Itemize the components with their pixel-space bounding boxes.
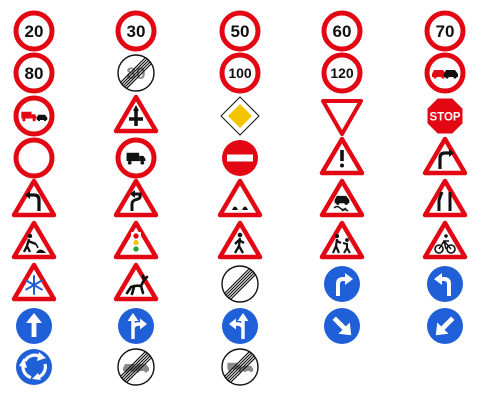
- sign-text: 50: [231, 22, 250, 41]
- limit-120-sign: 120: [321, 52, 363, 94]
- straight-or-right-sign: [118, 308, 154, 344]
- turn-right-ahead-sign: [324, 266, 360, 302]
- warning-cyclists-icon: [422, 220, 468, 260]
- sign-text: 20: [25, 22, 44, 41]
- end-no-overtaking-trucks-sign: [221, 348, 259, 386]
- sign-text: 60: [333, 22, 352, 41]
- yield-sign: [321, 99, 363, 136]
- stop-STOP-sign: STOP: [426, 97, 464, 135]
- sign-text: 120: [330, 65, 354, 81]
- no-vehicles-sign: [13, 137, 55, 179]
- warning-children-icon: [319, 220, 365, 260]
- warning-curve-left-icon: [11, 178, 57, 218]
- sign-text: STOP: [429, 112, 460, 124]
- warning-double-curve-icon: [113, 178, 159, 218]
- sign-text: 30: [127, 22, 146, 41]
- warning-curve-right-icon: [422, 136, 468, 176]
- warning-road-narrows-icon: [422, 178, 468, 218]
- sign-text: 80: [25, 64, 44, 83]
- priority-road-sign: [220, 96, 260, 136]
- no-entry-sign: [222, 140, 258, 176]
- keep-left-sign: [427, 308, 463, 344]
- limit-100-sign: 100: [219, 52, 261, 94]
- sign-text: 70: [436, 22, 455, 41]
- turn-left-ahead-sign: [427, 266, 463, 302]
- warning-roadworks-icon: [11, 220, 57, 260]
- warning-crossroads-icon: [113, 94, 159, 134]
- warning-deer-icon: [113, 262, 159, 302]
- limit-50-sign: 50: [219, 10, 261, 52]
- warning-danger-icon: [319, 136, 365, 176]
- roundabout-sign: [16, 349, 52, 385]
- end-limit-80-sign: 80: [117, 54, 155, 92]
- warning-ice-snow-icon: [11, 262, 57, 302]
- warning-slippery-road-icon: [319, 178, 365, 218]
- end-all-restrictions-sign: [221, 265, 259, 303]
- end-no-overtaking-sign: [117, 348, 155, 386]
- sign-text: 100: [228, 65, 252, 81]
- warning-bumpy-road-icon: [217, 178, 263, 218]
- keep-right-sign: [324, 308, 360, 344]
- limit-20-sign: 20: [13, 10, 55, 52]
- no-trucks-sign: [115, 137, 157, 179]
- limit-70-sign: 70: [424, 10, 466, 52]
- warning-traffic-lights-icon: [113, 220, 159, 260]
- straight-ahead-sign: [16, 308, 52, 344]
- warning-pedestrians-icon: [217, 220, 263, 260]
- limit-80-sign: 80: [13, 52, 55, 94]
- limit-30-sign: 30: [115, 10, 157, 52]
- limit-60-sign: 60: [321, 10, 363, 52]
- no-overtaking-sign: [424, 52, 466, 94]
- no-overtaking-trucks-sign: [13, 95, 55, 137]
- straight-or-left-sign: [222, 308, 258, 344]
